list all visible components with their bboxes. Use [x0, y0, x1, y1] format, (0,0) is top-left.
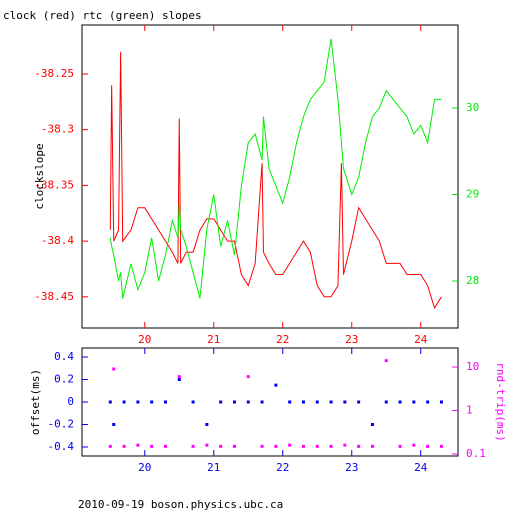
y-tick-label: 0	[67, 395, 74, 408]
x-tick-label: 22	[276, 333, 289, 346]
data-point	[439, 444, 443, 448]
data-point	[112, 423, 116, 426]
data-point	[329, 400, 333, 404]
data-point	[232, 400, 236, 404]
y2-tick-label: 1	[466, 404, 473, 417]
data-point	[150, 400, 154, 404]
x-tick-label: 23	[345, 333, 358, 346]
x-tick-label: 20	[138, 461, 151, 474]
data-point	[219, 444, 223, 448]
data-point	[191, 400, 195, 404]
y2-tick-label: 10	[466, 360, 479, 373]
data-line	[109, 51, 442, 310]
data-point	[150, 444, 154, 448]
data-point	[384, 359, 388, 363]
y-tick-label: -0.2	[48, 418, 75, 431]
y-axis-label: clockslope	[33, 143, 46, 209]
data-point	[301, 444, 305, 448]
data-point	[370, 423, 374, 426]
data-point	[384, 400, 388, 404]
x-tick-label: 21	[207, 333, 220, 346]
data-point	[357, 400, 361, 404]
y2-tick-label: 28	[466, 274, 479, 287]
data-point	[260, 400, 264, 404]
data-point	[260, 444, 264, 448]
data-point	[232, 444, 236, 448]
y-tick-label: -0.4	[48, 440, 75, 453]
y2-axis-label: rnd-trip(ms)	[494, 362, 507, 441]
data-point	[315, 444, 319, 448]
y-tick-label: -38.3	[41, 123, 74, 136]
x-tick-label: 22	[276, 461, 289, 474]
data-point	[329, 444, 333, 448]
data-point	[426, 444, 430, 448]
data-point	[370, 444, 374, 448]
data-point	[288, 400, 292, 404]
data-point	[108, 400, 112, 404]
data-line	[109, 38, 442, 299]
data-point	[136, 443, 140, 447]
data-point	[315, 400, 319, 404]
data-point	[357, 444, 361, 448]
x-tick-label: 20	[138, 333, 151, 346]
data-point	[177, 378, 181, 381]
data-point	[205, 423, 209, 426]
data-point	[246, 375, 250, 379]
data-point	[398, 400, 402, 404]
x-tick-label: 24	[414, 333, 428, 346]
data-point	[177, 375, 181, 379]
data-point	[343, 400, 347, 404]
data-point	[219, 400, 223, 404]
data-point	[205, 443, 209, 447]
y-tick-label: -38.25	[34, 67, 74, 80]
y-axis-label: offset(ms)	[29, 369, 42, 435]
y2-tick-label: 30	[466, 101, 479, 114]
data-point	[108, 444, 112, 448]
x-tick-label: 23	[345, 461, 358, 474]
data-point	[343, 443, 347, 447]
x-tick-label: 24	[414, 461, 428, 474]
data-point	[301, 400, 305, 404]
data-point	[246, 400, 250, 404]
data-point	[136, 400, 140, 404]
x-tick-label: 21	[207, 461, 220, 474]
data-point	[122, 400, 126, 404]
y2-tick-label: 29	[466, 188, 479, 201]
data-point	[191, 444, 195, 448]
y-tick-label: 0.4	[54, 350, 74, 363]
y2-tick-label: 0.1	[466, 447, 486, 460]
data-point	[412, 400, 416, 404]
plot-frame	[81, 24, 459, 329]
data-point	[274, 444, 278, 448]
y-tick-label: -38.4	[41, 234, 74, 247]
data-point	[112, 367, 116, 371]
data-point	[274, 383, 278, 387]
chart-title: clock (red) rtc (green) slopes	[3, 9, 202, 22]
data-point	[426, 400, 430, 404]
data-point	[122, 444, 126, 448]
footer: 2010-09-19 boson.physics.ubc.ca	[78, 498, 283, 511]
y-tick-label: 0.2	[54, 373, 74, 386]
data-point	[163, 400, 167, 404]
data-point	[163, 444, 167, 448]
data-point	[439, 400, 443, 404]
y-tick-label: -38.35	[34, 178, 74, 191]
data-point	[288, 443, 292, 447]
data-point	[412, 443, 416, 447]
data-point	[398, 444, 402, 448]
y-tick-label: -38.45	[34, 290, 74, 303]
